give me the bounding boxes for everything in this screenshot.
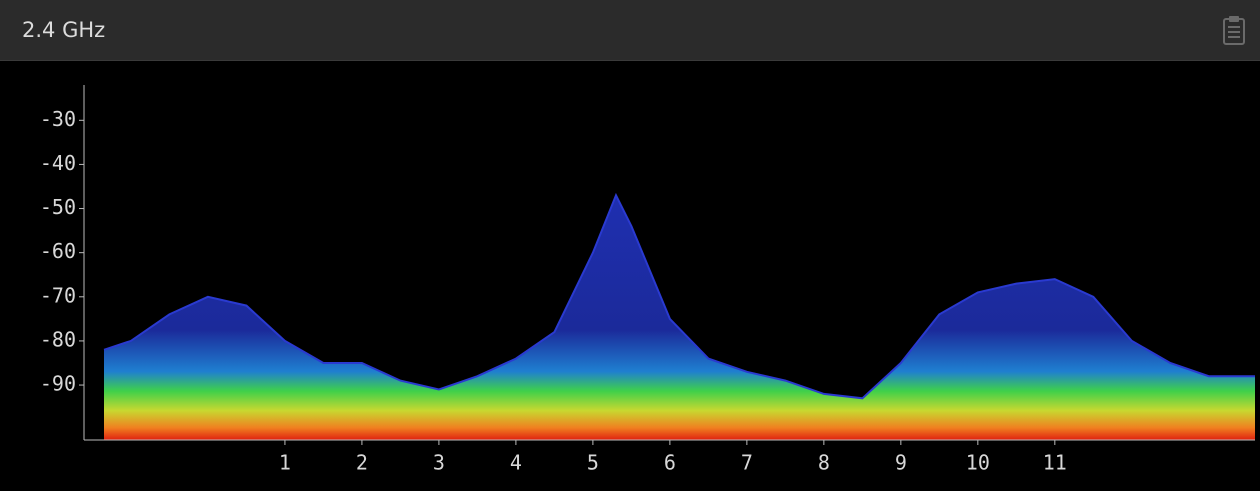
y-tick-label: -40 — [40, 151, 76, 175]
x-tick-label: 1 — [279, 451, 291, 475]
x-tick-label: 10 — [966, 451, 990, 475]
x-tick-label: 11 — [1043, 451, 1067, 475]
y-tick-label: -70 — [40, 283, 76, 307]
x-tick-label: 3 — [433, 451, 445, 475]
x-tick-label: 4 — [510, 451, 522, 475]
clipboard-button[interactable] — [1220, 14, 1250, 48]
x-tick-label: 5 — [587, 451, 599, 475]
y-tick-label: -30 — [40, 107, 76, 131]
spectrum-envelope — [103, 192, 1255, 400]
title-bar: 2.4 GHz — [0, 0, 1260, 61]
y-tick-label: -90 — [40, 372, 76, 396]
y-tick-label: -80 — [40, 327, 76, 351]
x-tick-label: 9 — [895, 451, 907, 475]
y-tick-label: -50 — [40, 195, 76, 219]
x-tick-label: 2 — [356, 451, 368, 475]
y-tick-label: -60 — [40, 239, 76, 263]
spectrum-density — [104, 195, 1255, 440]
chart-title: 2.4 GHz — [22, 18, 106, 42]
x-tick-label: 8 — [818, 451, 830, 475]
x-tick-label: 7 — [741, 451, 753, 475]
x-tick-label: 6 — [664, 451, 676, 475]
